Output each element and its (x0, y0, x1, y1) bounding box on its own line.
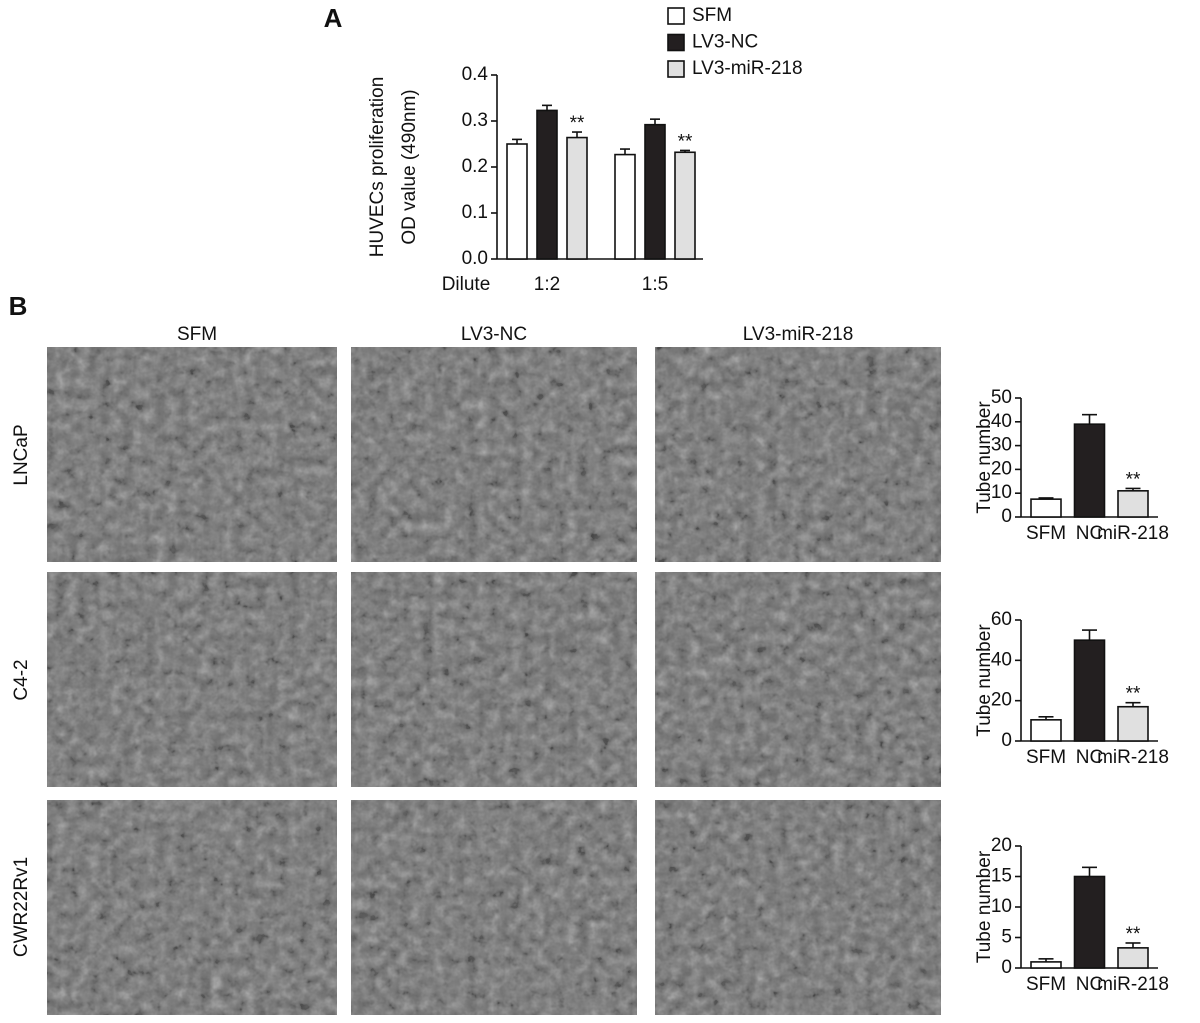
legend-swatch (667, 7, 685, 25)
micrographs (47, 347, 941, 1015)
significance: ** (1126, 684, 1141, 705)
bar (1073, 423, 1106, 518)
y-tick-label: 0 (1001, 730, 1012, 751)
y-tick-label: 40 (991, 649, 1012, 670)
bar (1117, 490, 1149, 518)
micrograph-texture (351, 572, 637, 787)
legend-swatch (667, 33, 685, 52)
bar (1117, 705, 1149, 742)
micrograph-texture (655, 572, 941, 787)
panel-label: B (9, 291, 28, 321)
bar (1117, 947, 1149, 969)
bar (1073, 875, 1106, 969)
bar (506, 143, 528, 260)
micrograph-texture (655, 347, 941, 562)
x-tick-label: SFM (1026, 974, 1066, 995)
x-tick-label: 1:5 (642, 274, 668, 295)
bar (1073, 639, 1106, 742)
y-tick-label: 0 (1001, 506, 1012, 527)
y-tick-label: 20 (991, 835, 1012, 856)
row-label: CWR22Rv1 (11, 857, 32, 957)
significance: ** (1126, 469, 1141, 490)
row-label: C4-2 (11, 659, 32, 700)
y-axis-label: HUVECs proliferation (367, 77, 388, 258)
micrograph-texture (351, 800, 637, 1015)
bar (614, 153, 636, 260)
x-tick-label: miR-218 (1097, 523, 1169, 544)
y-axis-label: Tube number (974, 624, 995, 737)
x-tick-label: 1:2 (534, 274, 560, 295)
y-tick-label: 0.4 (462, 64, 489, 85)
micrograph-texture (47, 572, 337, 787)
y-axis-label: OD value (490nm) (399, 89, 420, 244)
bar (1030, 961, 1062, 969)
y-tick-label: 60 (991, 609, 1012, 630)
y-tick-label: 0.1 (462, 202, 488, 223)
column-header: LV3-NC (461, 324, 527, 345)
micrograph-texture (47, 800, 337, 1015)
bar (674, 151, 696, 260)
significance: ** (1126, 924, 1141, 945)
y-tick-label: 0.0 (462, 248, 488, 269)
y-tick-label: 30 (991, 435, 1012, 456)
y-tick-label: 0.3 (462, 110, 488, 131)
y-tick-label: 15 (991, 866, 1012, 887)
y-tick-label: 20 (991, 458, 1012, 479)
micrograph-texture (655, 800, 941, 1015)
micrograph-texture (351, 347, 637, 562)
x-tick-label: NC (1076, 974, 1103, 995)
column-header: LV3-miR-218 (743, 324, 854, 345)
bar (1030, 498, 1062, 518)
bar (566, 136, 588, 260)
x-tick-label: NC (1076, 523, 1103, 544)
bar (644, 123, 666, 260)
y-axis-label: Tube number (974, 401, 995, 514)
row-label: LNCaP (11, 424, 32, 485)
significance: ** (678, 131, 693, 152)
y-tick-label: 10 (991, 482, 1012, 503)
x-tick-label: NC (1076, 747, 1103, 768)
bar (536, 109, 558, 260)
y-tick-label: 20 (991, 690, 1012, 711)
x-axis-label: Dilute (442, 274, 491, 295)
y-tick-label: 5 (1001, 927, 1012, 948)
y-tick-label: 0 (1001, 957, 1012, 978)
y-tick-label: 0.2 (462, 156, 488, 177)
x-tick-label: SFM (1026, 747, 1066, 768)
legend-label: SFM (692, 5, 732, 26)
x-tick-label: SFM (1026, 523, 1066, 544)
significance: ** (570, 113, 585, 134)
column-header: SFM (177, 324, 217, 345)
x-tick-label: miR-218 (1097, 747, 1169, 768)
y-tick-label: 40 (991, 411, 1012, 432)
bar (1030, 719, 1062, 742)
y-tick-label: 50 (991, 387, 1012, 408)
panel-label: A (324, 3, 343, 33)
x-tick-label: miR-218 (1097, 974, 1169, 995)
legend-swatch (667, 60, 685, 78)
y-axis-label: Tube number (974, 850, 995, 963)
legend-label: LV3-miR-218 (692, 58, 803, 79)
micrograph-texture (47, 347, 337, 562)
legend-label: LV3-NC (692, 32, 758, 53)
y-tick-label: 10 (991, 896, 1012, 917)
